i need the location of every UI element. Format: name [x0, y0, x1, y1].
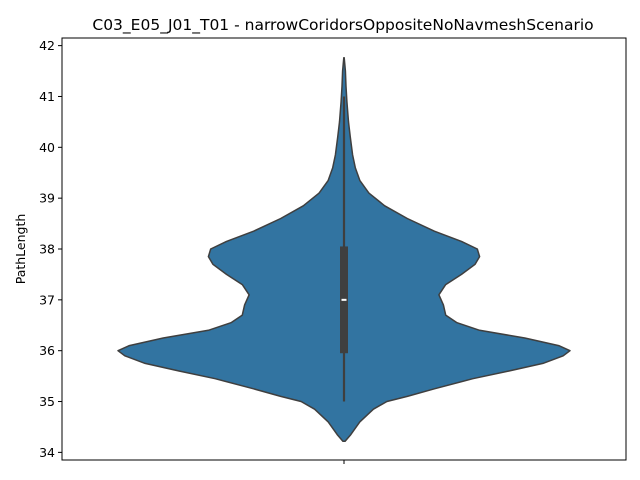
y-tick-label: 41 — [39, 89, 55, 104]
y-tick-label: 40 — [39, 140, 55, 155]
plot-area — [117, 57, 571, 442]
y-tick-label: 34 — [39, 445, 55, 460]
y-axis-label: PathLength — [13, 214, 28, 285]
plot-frame — [61, 37, 627, 461]
y-tick-label: 37 — [39, 292, 55, 307]
y-tick-label: 38 — [39, 242, 55, 257]
violin-median — [341, 298, 347, 301]
y-tick-label: 35 — [39, 394, 55, 409]
y-tick-label: 39 — [39, 191, 55, 206]
y-tick-label: 42 — [39, 38, 55, 53]
y-tick-label: 36 — [39, 343, 55, 358]
y-axis: 34 35 36 37 38 39 40 41 42 — [39, 38, 62, 460]
chart-title: C03_E05_J01_T01 - narrowCoridorsOpposite… — [92, 16, 593, 35]
